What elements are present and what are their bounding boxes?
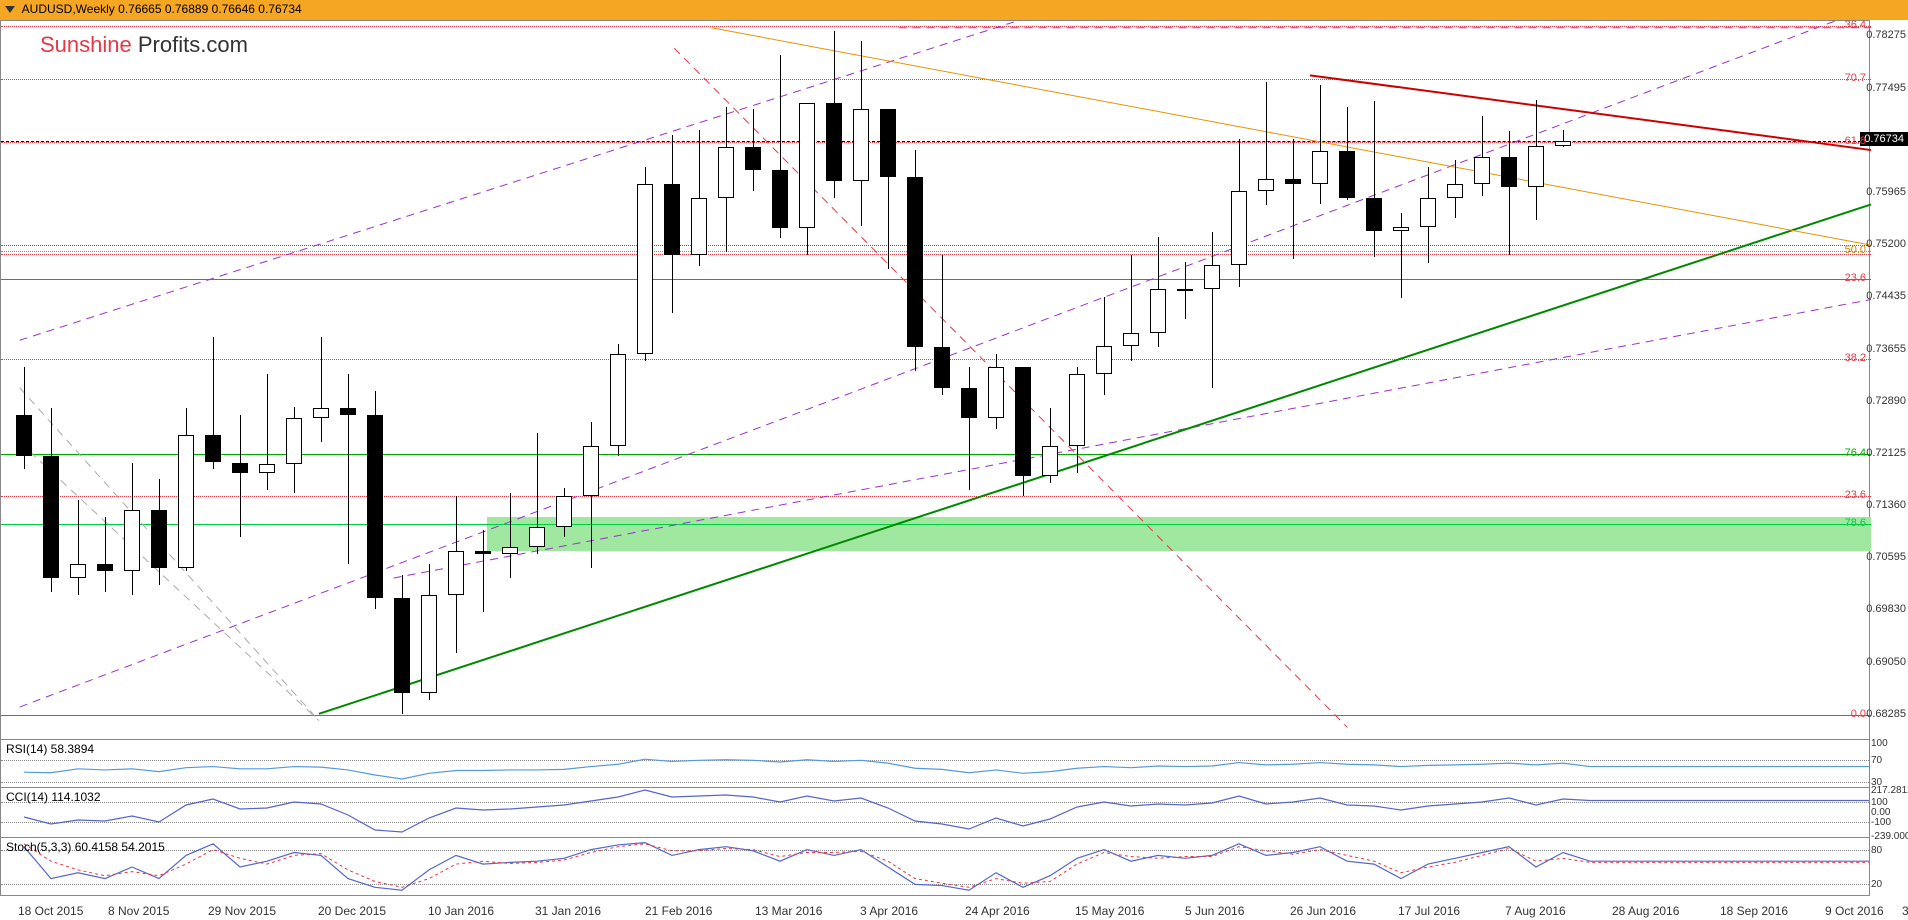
x-tick-label: 13 Mar 2016: [755, 904, 822, 918]
indicator-label: RSI(14) 58.3894: [6, 742, 94, 756]
x-tick-label: 30 Oct 2016: [1902, 904, 1908, 918]
watermark-red: Sunshine: [40, 32, 132, 57]
y-tick-label: 0.78275: [1866, 29, 1906, 41]
x-tick-label: 29 Nov 2015: [208, 904, 276, 918]
fib-level-label: 70.7: [1845, 72, 1866, 84]
x-tick-label: 8 Nov 2015: [108, 904, 169, 918]
fib-level-label: 76.4: [1845, 447, 1866, 459]
y-tick-label: 0.70595: [1866, 551, 1906, 563]
fib-level-label: 23.6: [1845, 272, 1866, 284]
x-tick-label: 7 Aug 2016: [1505, 904, 1566, 918]
fib-level-label: 78.6: [1845, 517, 1866, 529]
y-tick-label: 0.74435: [1866, 290, 1906, 302]
fib-level-label: 36.4: [1845, 19, 1866, 31]
chart-container: AUDUSD,Weekly 0.76665 0.76889 0.76646 0.…: [0, 0, 1908, 920]
fib-level-label: 0.0: [1851, 708, 1866, 720]
watermark: Sunshine Profits.com: [40, 32, 248, 58]
fib-level-label: 23.6: [1845, 489, 1866, 501]
indicator-panel[interactable]: CCI(14) 114.1032217.28121000.00-100-239.…: [0, 788, 1870, 838]
y-tick-label: 0.77495: [1866, 82, 1906, 94]
y-tick-label: 0.72890: [1866, 395, 1906, 407]
indicator-y-label: 217.2812: [1871, 785, 1908, 796]
indicator-panel[interactable]: Stoch(5,3,3) 60.4158 54.20158020: [0, 838, 1870, 896]
indicator-y-label: 100: [1871, 738, 1908, 749]
current-price-badge: 0.76734: [1860, 132, 1908, 146]
y-tick-label: 0.69830: [1866, 603, 1906, 615]
dropdown-icon: [5, 6, 15, 13]
y-tick-label: 0.71360: [1866, 499, 1906, 511]
symbol-label: AUDUSD,Weekly: [22, 2, 115, 16]
x-tick-label: 5 Jun 2016: [1185, 904, 1244, 918]
candlestick-layer: [1, 21, 1869, 739]
indicator-y-label: -100: [1871, 817, 1908, 828]
ohlc-label: 0.76665 0.76889 0.76646 0.76734: [118, 2, 302, 16]
time-x-axis: 18 Oct 2015 8 Nov 2015 29 Nov 2015 20 Dec 2…: [0, 900, 1908, 920]
x-tick-label: 17 Jul 2016: [1398, 904, 1460, 918]
indicator-y-label: 70: [1871, 755, 1908, 766]
indicator-y-label: 20: [1871, 879, 1908, 890]
fib-level-label: 61.8: [1845, 135, 1866, 147]
y-tick-label: 0.72125: [1866, 447, 1906, 459]
x-tick-label: 21 Feb 2016: [645, 904, 712, 918]
x-tick-label: 20 Dec 2015: [318, 904, 386, 918]
y-tick-label: 0.75965: [1866, 186, 1906, 198]
x-tick-label: 26 Jun 2016: [1290, 904, 1356, 918]
indicator-label: CCI(14) 114.1032: [6, 790, 101, 804]
y-tick-label: 0.75200: [1866, 238, 1906, 250]
y-tick-label: 0.68285: [1866, 708, 1906, 720]
x-tick-label: 18 Oct 2015: [18, 904, 83, 918]
main-price-chart[interactable]: [0, 20, 1870, 740]
x-tick-label: 28 Aug 2016: [1612, 904, 1679, 918]
y-tick-label: 0.73655: [1866, 343, 1906, 355]
x-tick-label: 15 May 2016: [1075, 904, 1144, 918]
fib-level-label: 50.0: [1845, 244, 1866, 256]
indicator-panel[interactable]: RSI(14) 58.38941007030: [0, 740, 1870, 788]
header-text: AUDUSD,Weekly 0.76665 0.76889 0.76646 0.…: [5, 2, 302, 16]
price-y-axis: 0.78275 0.77495 0.76734 0.75965 0.75200 0.744…: [1853, 20, 1908, 740]
indicator-y-label: -239.0002: [1871, 831, 1908, 842]
y-tick-label: 0.69050: [1866, 656, 1906, 668]
x-tick-label: 24 Apr 2016: [965, 904, 1030, 918]
x-tick-label: 31 Jan 2016: [535, 904, 601, 918]
indicator-y-label: 80: [1871, 845, 1908, 856]
x-tick-label: 3 Apr 2016: [860, 904, 918, 918]
fib-level-label: 38.2: [1845, 352, 1866, 364]
x-tick-label: 9 Oct 2016: [1825, 904, 1884, 918]
indicator-label: Stoch(5,3,3) 60.4158 54.2015: [6, 840, 165, 854]
x-tick-label: 10 Jan 2016: [428, 904, 494, 918]
watermark-black: Profits.com: [138, 32, 248, 57]
x-tick-label: 18 Sep 2016: [1720, 904, 1788, 918]
